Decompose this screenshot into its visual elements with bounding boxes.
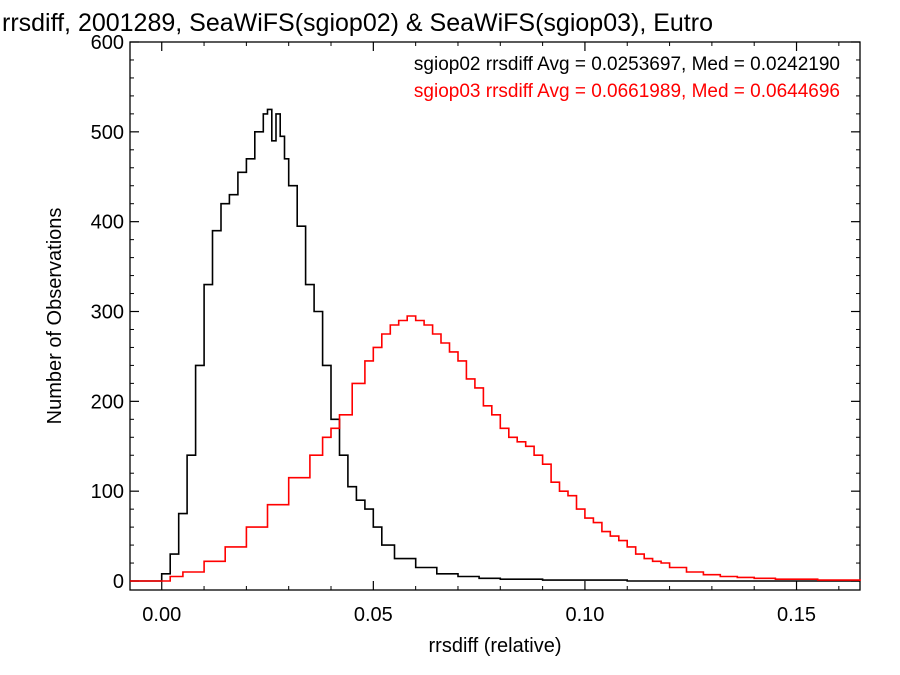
series-sgiop03 <box>130 315 861 582</box>
plot-frame <box>129 41 861 591</box>
series-sgiop02 <box>130 108 860 582</box>
y-tick-label: 300 <box>91 302 124 324</box>
y-tick-label: 600 <box>91 32 124 54</box>
x-tick-label: 0.10 <box>565 604 604 626</box>
legend-entry-sgiop03: sgiop03 rrsdiff Avg = 0.0661989, Med = 0… <box>414 81 840 102</box>
y-axis-tick-labels: 0 100 200 300 400 500 600 <box>91 32 124 593</box>
x-axis-ticks <box>161 42 840 590</box>
chart-title: rrsdiff, 2001289, SeaWiFS(sgiop02) & Sea… <box>2 9 713 37</box>
x-axis-tick-labels: 0.00 0.05 0.10 0.15 <box>142 604 816 626</box>
y-tick-label: 100 <box>91 481 124 503</box>
y-tick-label: 0 <box>113 571 124 593</box>
x-tick-label: 0.00 <box>142 604 181 626</box>
y-axis-ticks <box>130 41 860 582</box>
y-axis-label: Number of Observations <box>44 208 66 425</box>
y-tick-label: 200 <box>91 391 124 413</box>
y-tick-label: 500 <box>91 122 124 144</box>
x-tick-label: 0.05 <box>354 604 393 626</box>
legend-entry-sgiop02: sgiop02 rrsdiff Avg = 0.0253697, Med = 0… <box>414 54 840 75</box>
series-layer <box>130 108 861 582</box>
y-tick-label: 400 <box>91 212 124 234</box>
x-tick-label: 0.15 <box>777 604 816 626</box>
x-axis-label: rrsdiff (relative) <box>429 635 562 657</box>
